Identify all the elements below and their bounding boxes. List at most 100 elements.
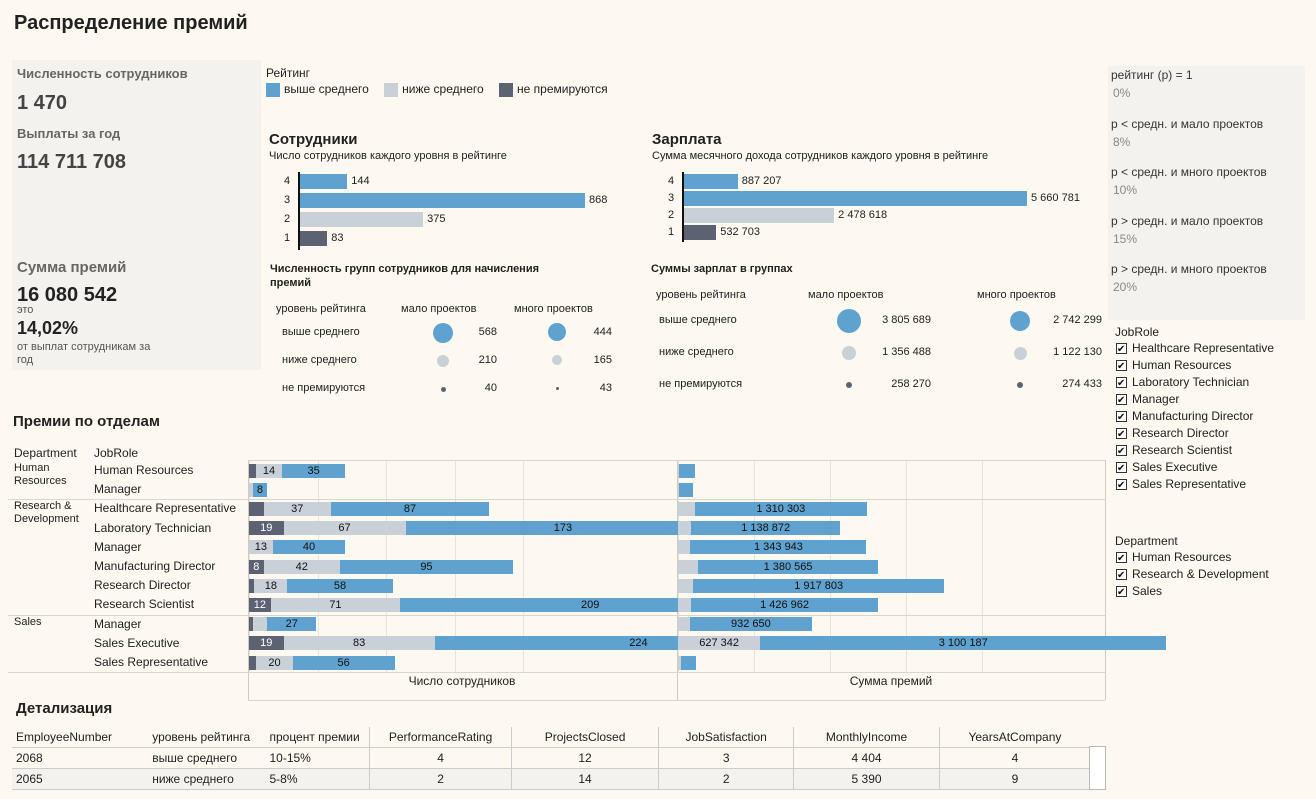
checkbox[interactable] xyxy=(1116,409,1127,426)
checkbox[interactable] xyxy=(1116,443,1127,460)
count-bar-segment[interactable]: 8 xyxy=(249,559,264,574)
bonus-bar-segment[interactable] xyxy=(678,463,680,478)
checkbox[interactable] xyxy=(1116,460,1127,477)
detail-scrollbar[interactable] xyxy=(1089,746,1106,790)
count-bar-segment[interactable]: 224 xyxy=(434,636,843,651)
count-bar-segment[interactable]: 8 xyxy=(252,482,268,497)
checkbox[interactable] xyxy=(1116,341,1127,358)
bonus-bar-segment[interactable]: 1 138 872 xyxy=(691,521,841,536)
jobrole-option[interactable]: Manager xyxy=(1116,391,1311,409)
department-option[interactable]: Sales xyxy=(1116,583,1311,601)
count-bar-segment[interactable] xyxy=(249,463,257,478)
jobrole-option[interactable]: Sales Representative xyxy=(1116,476,1311,494)
count-bar-segment[interactable]: 173 xyxy=(405,521,721,536)
count-bar-segment[interactable]: 209 xyxy=(400,597,781,612)
detail-col-header[interactable]: JobSatisfaction xyxy=(658,727,794,748)
bonus-bar-segment[interactable] xyxy=(679,463,695,478)
count-bar-segment[interactable]: 14 xyxy=(256,463,282,478)
count-bar-segment[interactable]: 42 xyxy=(263,559,340,574)
param-value[interactable]: 15% xyxy=(1113,231,1138,246)
checkbox[interactable] xyxy=(1116,550,1127,567)
count-bar-segment[interactable]: 95 xyxy=(340,559,513,574)
count-bar-segment[interactable]: 87 xyxy=(330,501,490,516)
bar[interactable] xyxy=(300,193,585,208)
bonus-bar-segment[interactable] xyxy=(678,597,692,612)
count-bar-segment[interactable] xyxy=(249,501,264,516)
group-bubble[interactable] xyxy=(555,386,559,390)
bonus-bar-segment[interactable] xyxy=(678,540,691,555)
checkbox[interactable] xyxy=(1116,392,1127,409)
param-value[interactable]: 8% xyxy=(1113,134,1131,149)
group-bubble[interactable] xyxy=(552,355,562,365)
detail-col-header[interactable]: YearsAtCompany xyxy=(938,727,1090,748)
bonus-bar-segment[interactable] xyxy=(678,617,690,632)
count-bar-segment[interactable]: 12 xyxy=(249,597,271,612)
jobrole-option[interactable]: Sales Executive xyxy=(1116,459,1311,477)
detail-col-header[interactable]: EmployeeNumber xyxy=(16,730,113,744)
checkbox[interactable] xyxy=(1116,567,1127,584)
jobrole-option[interactable]: Human Resources xyxy=(1116,357,1311,375)
checkbox[interactable] xyxy=(1116,375,1127,392)
count-bar-segment[interactable] xyxy=(249,617,253,632)
bar[interactable] xyxy=(300,212,424,227)
bonus-bar-segment[interactable] xyxy=(679,482,694,497)
bonus-bar-segment[interactable]: 1 380 565 xyxy=(697,559,879,574)
group-bubble[interactable] xyxy=(433,323,453,343)
jobrole-option[interactable]: Laboratory Technician xyxy=(1116,374,1311,392)
count-bar-segment[interactable]: 13 xyxy=(249,540,273,555)
department-option[interactable]: Human Resources xyxy=(1116,549,1311,567)
count-bar-segment[interactable]: 20 xyxy=(256,655,293,670)
group-bubble[interactable] xyxy=(837,309,861,333)
jobrole-option[interactable]: Manufacturing Director xyxy=(1116,408,1311,426)
bonus-bar-segment[interactable] xyxy=(678,521,692,536)
param-value[interactable]: 0% xyxy=(1113,86,1131,100)
count-bar-segment[interactable]: 18 xyxy=(254,578,288,593)
count-bar-segment[interactable]: 58 xyxy=(287,578,393,593)
bar[interactable] xyxy=(300,231,328,246)
count-bar-segment[interactable]: 83 xyxy=(283,636,435,651)
count-bar-segment[interactable]: 19 xyxy=(249,521,284,536)
count-bar-segment[interactable]: 67 xyxy=(283,521,406,536)
group-bubble[interactable] xyxy=(1017,382,1023,388)
count-bar-segment[interactable]: 40 xyxy=(272,540,346,555)
count-bar-segment[interactable]: 35 xyxy=(281,463,346,478)
department-option[interactable]: Research & Development xyxy=(1116,566,1311,584)
bonus-bar-segment[interactable] xyxy=(678,559,698,574)
checkbox[interactable] xyxy=(1116,477,1127,494)
bar[interactable] xyxy=(684,225,717,240)
bar[interactable] xyxy=(684,191,1027,206)
bonus-bar-segment[interactable]: 3 100 187 xyxy=(760,636,1167,651)
group-bubble[interactable] xyxy=(440,386,446,392)
legend-item-none[interactable]: не премируются xyxy=(499,82,608,97)
count-bar-segment[interactable]: 19 xyxy=(249,636,284,651)
count-bar-segment[interactable] xyxy=(249,655,257,670)
bonus-bar-segment[interactable] xyxy=(680,655,697,670)
detail-col-header[interactable]: процент премии xyxy=(269,730,360,744)
legend-item-above[interactable]: выше среднего xyxy=(266,82,369,97)
bonus-bar-segment[interactable]: 932 650 xyxy=(689,617,812,632)
detail-col-header[interactable]: MonthlyIncome xyxy=(793,727,940,748)
bonus-bar-segment[interactable]: 1 426 962 xyxy=(691,597,879,612)
checkbox[interactable] xyxy=(1116,584,1127,601)
group-bubble[interactable] xyxy=(842,346,856,360)
bonus-bar-segment[interactable]: 1 917 803 xyxy=(693,578,945,593)
checkbox[interactable] xyxy=(1116,358,1127,375)
bonus-bar-segment[interactable] xyxy=(678,482,680,497)
group-bubble[interactable] xyxy=(437,355,449,367)
bonus-bar-segment[interactable]: 627 342 xyxy=(678,636,761,651)
jobrole-option[interactable]: Healthcare Representative xyxy=(1116,340,1311,358)
jobrole-option[interactable]: Research Director xyxy=(1116,425,1311,443)
checkbox[interactable] xyxy=(1116,426,1127,443)
group-bubble[interactable] xyxy=(1010,311,1030,331)
group-bubble[interactable] xyxy=(846,382,852,388)
count-bar-segment[interactable]: 56 xyxy=(292,655,395,670)
bonus-bar-segment[interactable] xyxy=(678,501,696,516)
bonus-bar-segment[interactable] xyxy=(678,655,681,670)
bar[interactable] xyxy=(684,208,835,223)
bar[interactable] xyxy=(300,174,348,189)
detail-col-header[interactable]: PerformanceRating xyxy=(369,727,512,748)
count-bar-segment[interactable] xyxy=(249,578,255,593)
jobrole-option[interactable]: Research Scientist xyxy=(1116,442,1311,460)
count-bar-segment[interactable]: 71 xyxy=(270,597,401,612)
detail-col-header[interactable]: уровень рейтинга xyxy=(152,730,251,744)
